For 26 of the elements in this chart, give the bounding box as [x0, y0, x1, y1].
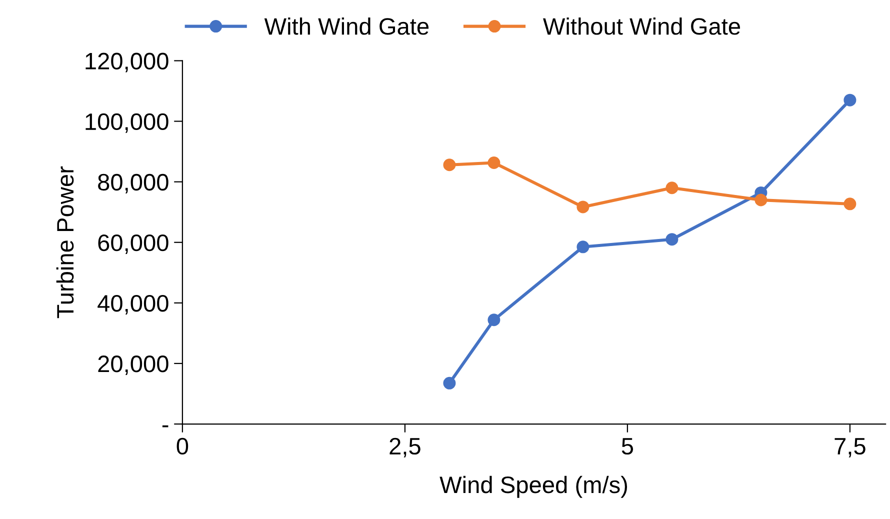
point: [488, 156, 500, 169]
y-axis-title: Turbine Power: [56, 166, 74, 318]
legend-label: With Wind Gate: [264, 17, 429, 35]
x-axis-title: Wind Speed (m/s): [440, 476, 628, 498]
point: [666, 182, 678, 194]
y-tick-label: 80,000: [98, 174, 168, 194]
y-tick-label: 40,000: [98, 294, 168, 314]
x-tick-label: 0: [176, 438, 188, 455]
y-tick-label: 120,000: [86, 52, 168, 72]
point: [488, 314, 500, 326]
point: [576, 240, 590, 254]
point: [666, 233, 678, 246]
legend-label: Without Wind Gate: [543, 17, 740, 35]
y-tick-label: 100,000: [86, 113, 168, 133]
point: [754, 194, 768, 206]
point: [443, 376, 456, 390]
point: [443, 158, 456, 172]
x-tick-label: 7,5: [834, 438, 866, 458]
x-tick-label: 2,5: [390, 438, 420, 458]
y-tick-label: 20,000: [98, 356, 168, 376]
point: [576, 200, 590, 214]
point: [844, 198, 856, 210]
y-tick-label: 60,000: [98, 234, 168, 254]
point: [844, 94, 856, 106]
y-tick-label: -: [162, 425, 168, 428]
x-tick-label: 5: [622, 438, 634, 455]
